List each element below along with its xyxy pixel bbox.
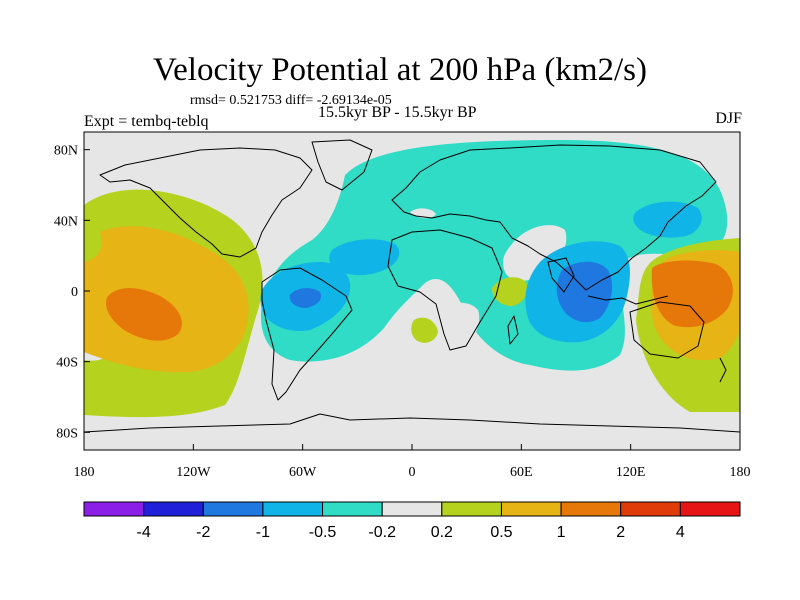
colorbar-label: 2 [616,524,625,541]
contour-eafrica-0p2 [492,277,528,306]
contour-africa-hole [436,302,480,349]
coast-africa [387,229,503,351]
coast-indonesia [587,295,669,305]
longitude-axis: 180 120W 60W 0 60E 120E 180 [74,444,751,480]
colorbar-swatch [500,501,562,517]
experiment-label: Expt = tembq-teblq [84,113,209,130]
colorbar-label: -1 [256,524,270,541]
colorbar-swatch [83,501,145,517]
period-label: 15.5kyr BP - 15.5kyr BP [318,104,477,121]
lon-tick-label: 120E [616,465,646,480]
map-field [84,132,740,450]
colorbar-label: -0.2 [368,524,396,541]
contour-pacific-1 [105,288,182,341]
contour-samerica-minus-1 [289,288,322,308]
coast-europe-asia [391,144,717,291]
contour-atlantic-minus-0p5 [329,239,400,276]
latitude-axis: 80N 40N 0 40S 80S [54,144,90,441]
lon-tick-label: 180 [74,465,95,480]
coast-south-america [261,267,353,401]
lat-tick-label: 80S [56,426,78,441]
colorbar-label: 4 [676,524,685,541]
rmsd-diff-stats: rmsd= 0.521753 diff= -2.69134e-05 [190,93,392,108]
lat-tick-label: 80N [54,144,78,159]
coast-north-america [99,147,313,258]
colorbar-swatch [620,501,681,517]
coast-greenland [311,139,373,191]
coast-new-zealand [719,357,727,383]
lon-tick-label: 120W [176,465,211,480]
contour-safrica-0p2 [411,317,438,343]
colorbar-label: -2 [196,524,210,541]
lon-tick-label: 60W [289,465,317,480]
season-label: DJF [715,110,742,127]
colorbar-label: 0.5 [490,524,512,541]
coast-australia [629,301,705,359]
colorbar-swatch [143,501,204,517]
colorbar-label: -0.5 [309,524,337,541]
lon-tick-label: 180 [730,465,751,480]
lon-tick-label: 0 [409,465,416,480]
colorbar-swatch [441,501,502,517]
colorbar: -4 -2 -1 -0.5 -0.2 0.2 0.5 1 2 4 [83,501,741,541]
coast-antarctica [84,413,740,433]
contour-indopac-minus-1 [556,261,613,323]
colorbar-swatch [679,501,741,517]
lat-tick-label: 40N [54,214,78,229]
coast-india [547,257,575,293]
contour-eastasia-minus-0p5 [633,201,702,238]
colorbar-swatch [262,501,324,517]
colorbar-swatch [322,501,383,517]
lon-tick-label: 60E [510,465,533,480]
lat-tick-label: 0 [71,285,78,300]
coast-madagascar [507,315,519,345]
colorbar-swatch [381,501,443,517]
plot-title: Velocity Potential at 200 hPa (km2/s) [152,52,648,88]
lat-tick-label: 40S [56,356,78,371]
colorbar-swatch [560,501,622,517]
contour-pacific-0p5 [84,226,249,373]
colorbar-label: -4 [137,524,151,541]
colorbar-label: 0.2 [431,524,453,541]
contour-wpac-1 [651,260,733,328]
colorbar-swatch [202,501,264,517]
coastlines [84,139,740,433]
colorbar-label: 1 [557,524,566,541]
